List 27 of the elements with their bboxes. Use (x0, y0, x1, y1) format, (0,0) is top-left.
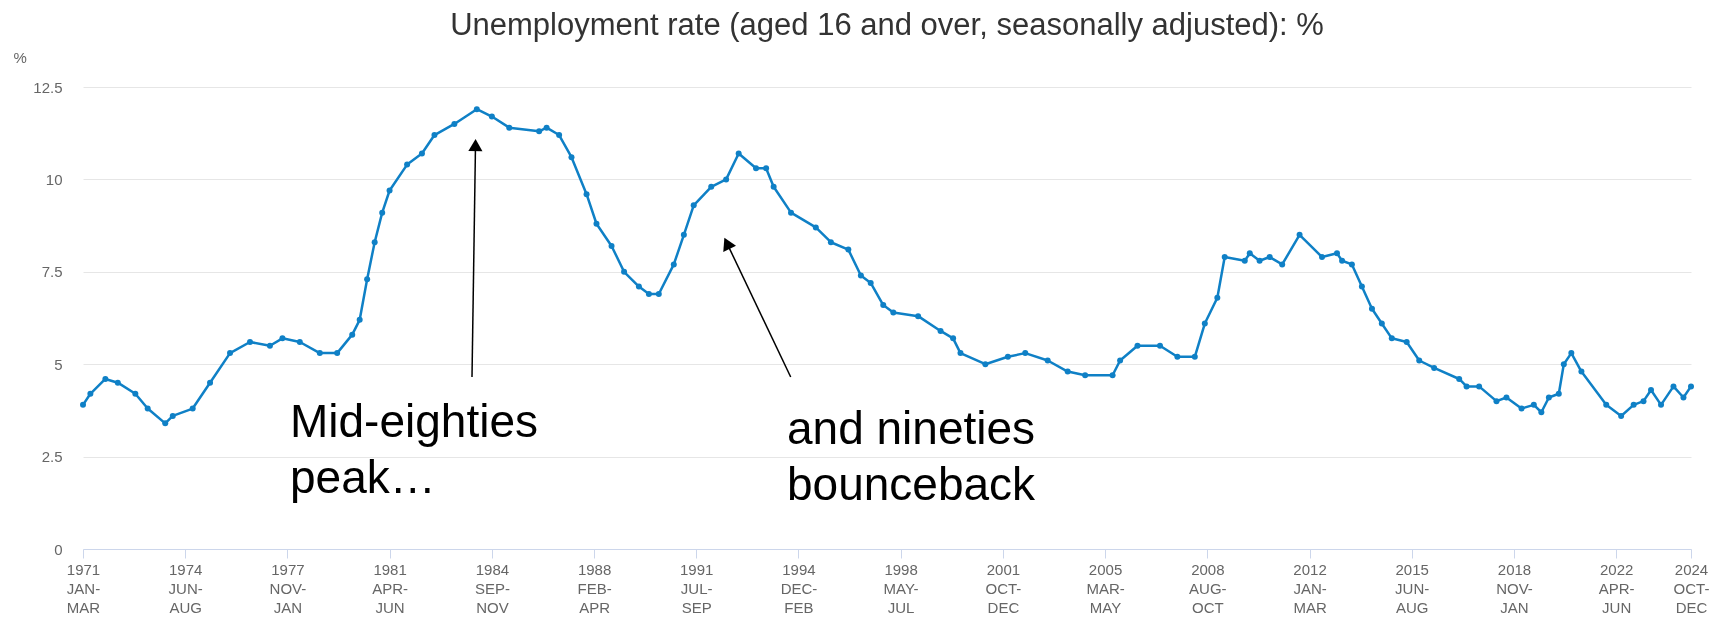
x-tick-label: 2024 OCT-DEC (1673, 560, 1710, 616)
x-tick-label: 1984 SEP-NOV (474, 560, 510, 616)
x-tick-label: 1988 FEB-APR (577, 560, 612, 616)
x-tick-label: 2005 MAR-MAY (1086, 560, 1125, 616)
y-tick-label: 10 (45, 170, 63, 188)
x-tick-label: 2018 NOV-JAN (1496, 560, 1533, 616)
x-tick-label: 2012 JAN-MAR (1293, 560, 1327, 616)
x-tick-label: 2022 APR-JUN (1598, 560, 1635, 616)
y-tick-label: 5 (54, 355, 63, 373)
x-tick-label: 1974 JUN-AUG (168, 560, 203, 616)
y-tick-label: 0 (54, 540, 63, 558)
y-tick-label: 12.5 (33, 78, 63, 96)
y-tick-label: 7.5 (41, 263, 63, 281)
x-tick-label: 1977 NOV-JAN (269, 560, 307, 616)
x-tick-label: 2008 AUG-OCT (1189, 560, 1227, 616)
x-tick-label: 1998 MAY-JUL (883, 560, 919, 616)
annotation: Mid-eighties peak… (290, 395, 538, 503)
chart-title: Unemployment rate (aged 16 and over, seasonally adjusted): % (450, 7, 1324, 42)
x-tick-label: 1971 JAN-MAR (66, 560, 101, 616)
y-axis-title: % (13, 48, 27, 66)
x-tick-label: 1991 JUL-SEP (679, 560, 714, 616)
x-tick-label: 2001 OCT-DEC (985, 560, 1022, 616)
x-tick-label: 1994 DEC-FEB (780, 560, 818, 616)
x-tick-label: 2015 JUN-AUG (1395, 560, 1430, 616)
y-tick-label: 2.5 (41, 448, 63, 466)
annotation: and nineties bounceback (787, 402, 1037, 510)
x-tick-label: 1981 APR-JUN (372, 560, 408, 616)
